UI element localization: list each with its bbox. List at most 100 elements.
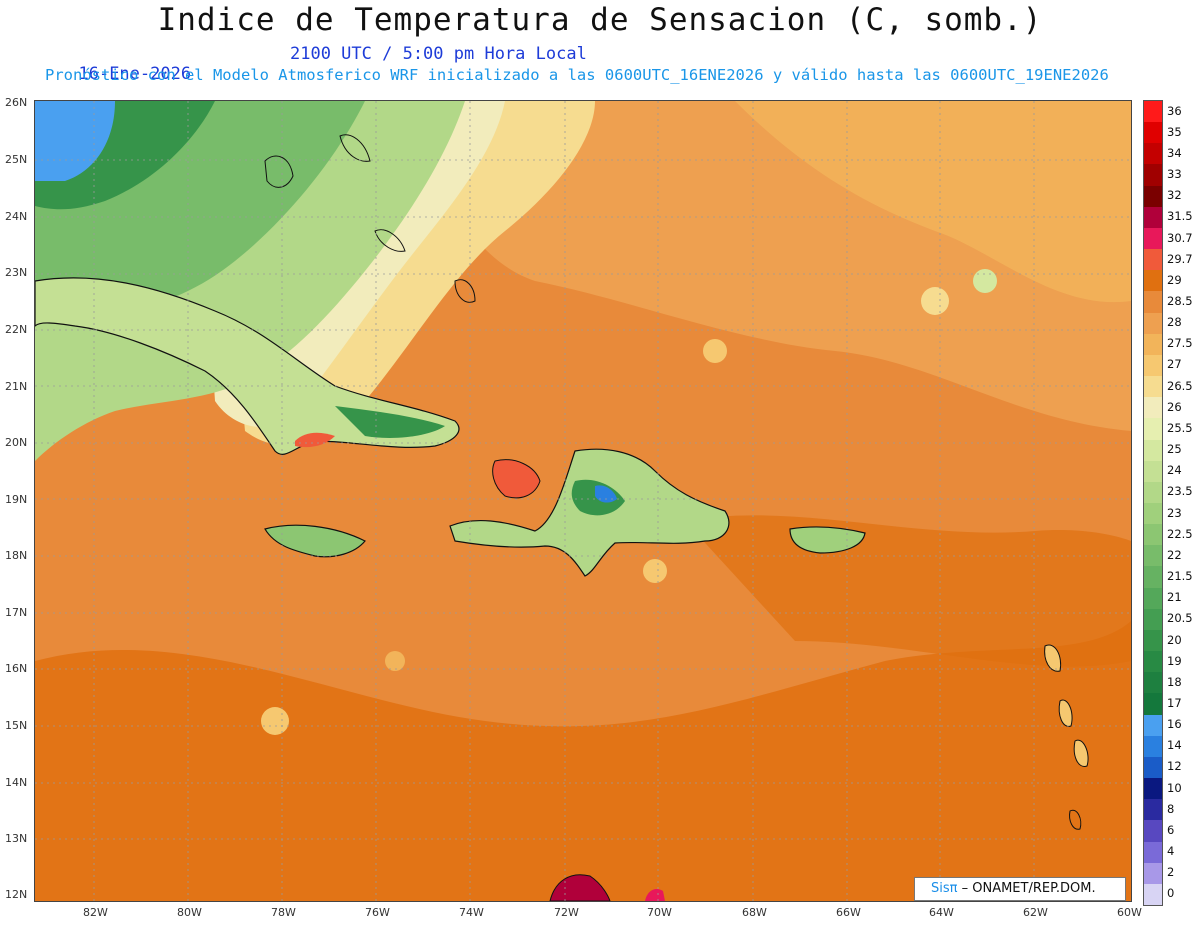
colorbar-label: 21.5: [1167, 569, 1193, 584]
lat-label: 18N: [5, 549, 28, 562]
colorbar-swatch: [1144, 693, 1162, 716]
lon-label: 74W: [459, 906, 484, 919]
colorbar-label: 28: [1167, 315, 1182, 330]
colorbar-label: 21: [1167, 590, 1182, 605]
jamaica-island: [264, 524, 366, 558]
colorbar: [1143, 100, 1163, 906]
colorbar-label: 22: [1167, 547, 1182, 562]
colorbar-swatch: [1144, 397, 1162, 419]
colorbar-label: 17: [1167, 696, 1182, 710]
credit-org: – ONAMET/REP.DOM.: [957, 881, 1096, 896]
colorbar-label: 6: [1167, 822, 1175, 837]
lat-label: 21N: [5, 380, 28, 393]
lon-label: 62W: [1023, 906, 1048, 919]
forecast-date: 16-Ene-2026: [78, 64, 192, 84]
colorbar-swatch: [1144, 651, 1162, 673]
colorbar-label: 14: [1167, 738, 1182, 753]
temperature-map: [35, 101, 1131, 901]
colorbar-swatch: [1144, 735, 1162, 758]
colorbar-label: 26.5: [1167, 378, 1193, 393]
colorbar-label: 20: [1167, 632, 1182, 647]
colorbar-swatch: [1144, 608, 1162, 631]
colorbar-swatch: [1144, 439, 1162, 462]
bahamas-islands: [374, 229, 406, 252]
lat-label: 16N: [5, 662, 28, 675]
colorbar-swatch: [1144, 185, 1162, 208]
lat-label: 14N: [5, 776, 28, 789]
lon-label: 76W: [365, 906, 390, 919]
ocean-north-yellow: [735, 101, 1131, 303]
colorbar-swatch: [1144, 566, 1162, 589]
colorbar-swatch: [1144, 418, 1162, 441]
colorbar-label: 33: [1167, 167, 1182, 182]
bahamas-inagua: [454, 279, 476, 303]
colorbar-swatch: [1144, 312, 1162, 335]
colorbar-label: 22.5: [1167, 526, 1193, 541]
warm-spot: [973, 269, 997, 293]
colorbar-label: 20.5: [1167, 611, 1193, 626]
lon-label: 60W: [1117, 906, 1142, 919]
saint-lucia-island: [1073, 739, 1089, 767]
martinique-island: [1058, 699, 1073, 727]
lon-label: 80W: [177, 906, 202, 919]
colorbar-label: 36: [1167, 103, 1182, 118]
map-title: Indice de Temperatura de Sensacion (C, s…: [157, 2, 1043, 38]
lon-label: 78W: [271, 906, 296, 919]
credit-box: Sisπ – ONAMET/REP.DOM.: [914, 877, 1126, 901]
colorbar-label: 26: [1167, 399, 1182, 414]
colorbar-swatch: [1144, 756, 1162, 779]
lat-label: 19N: [5, 493, 28, 506]
colorbar-swatch: [1144, 629, 1162, 652]
bahamas-andros: [264, 155, 294, 188]
colorbar-label: 27.5: [1167, 336, 1193, 351]
colorbar-label: 28.5: [1167, 294, 1193, 308]
paraguana-hot: [645, 889, 665, 901]
colorbar-label: 29: [1167, 272, 1182, 287]
ocean-east-warm: [685, 515, 1131, 667]
colorbar-swatch: [1144, 841, 1162, 864]
colorbar-label: 23.5: [1167, 484, 1193, 499]
colorbar-swatch: [1144, 672, 1162, 694]
lon-label: 68W: [742, 906, 767, 919]
forecast-info: Pronóstico con el Modelo Atmosferico WRF…: [45, 66, 1109, 84]
lat-label: 20N: [5, 436, 28, 449]
colorbar-swatch: [1144, 227, 1162, 250]
colorbar-swatch: [1144, 270, 1162, 292]
florida-blue: [35, 101, 115, 181]
lat-label: 12N: [5, 888, 28, 901]
lat-label: 15N: [5, 719, 28, 732]
colorbar-swatch: [1144, 376, 1162, 398]
colorbar-swatch: [1144, 354, 1162, 377]
colorbar-label: 25.5: [1167, 420, 1193, 435]
credit-sispi: Sisπ: [931, 881, 958, 896]
colorbar-label: 2: [1167, 865, 1175, 880]
warm-spot: [643, 559, 667, 583]
guadeloupe-island: [1044, 644, 1062, 672]
colorbar-swatch: [1144, 524, 1162, 546]
colorbar-label: 31.5: [1167, 209, 1193, 224]
colorbar-label: 30.7: [1167, 230, 1193, 245]
colorbar-swatch: [1144, 333, 1162, 356]
colorbar-swatch: [1144, 291, 1162, 314]
colorbar-swatch: [1144, 164, 1162, 187]
bahamas-eleuthera: [339, 134, 371, 162]
map-canvas: [35, 101, 1131, 901]
lon-label: 82W: [83, 906, 108, 919]
lon-label: 70W: [647, 906, 672, 919]
colorbar-swatch: [1144, 862, 1162, 885]
colorbar-label: 16: [1167, 717, 1182, 732]
colorbar-label: 32: [1167, 188, 1182, 203]
colorbar-swatch: [1144, 503, 1162, 525]
forecast-time: 2100 UTC / 5:00 pm Hora Local: [290, 44, 587, 64]
colorbar-label: 12: [1167, 759, 1182, 774]
colorbar-label: 0: [1167, 886, 1175, 901]
lon-label: 72W: [554, 906, 579, 919]
lat-label: 17N: [5, 606, 28, 619]
colorbar-swatch: [1144, 460, 1162, 483]
colorbar-label: 24: [1167, 463, 1182, 478]
colorbar-swatch: [1144, 122, 1162, 144]
colorbar-swatch: [1144, 799, 1162, 821]
colorbar-swatch: [1144, 143, 1162, 165]
colorbar-label: 27: [1167, 357, 1182, 372]
colorbar-swatch: [1144, 545, 1162, 567]
